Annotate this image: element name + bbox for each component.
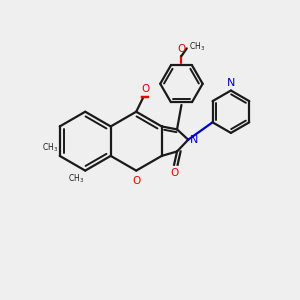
Text: N: N [190,135,198,145]
Text: O: O [132,176,140,186]
Text: CH$_3$: CH$_3$ [189,40,205,52]
Text: O: O [141,84,149,94]
Text: N: N [227,78,235,88]
Text: CH$_3$: CH$_3$ [42,141,58,154]
Text: O: O [177,44,186,54]
Text: O: O [170,168,178,178]
Text: CH$_3$: CH$_3$ [68,173,84,185]
